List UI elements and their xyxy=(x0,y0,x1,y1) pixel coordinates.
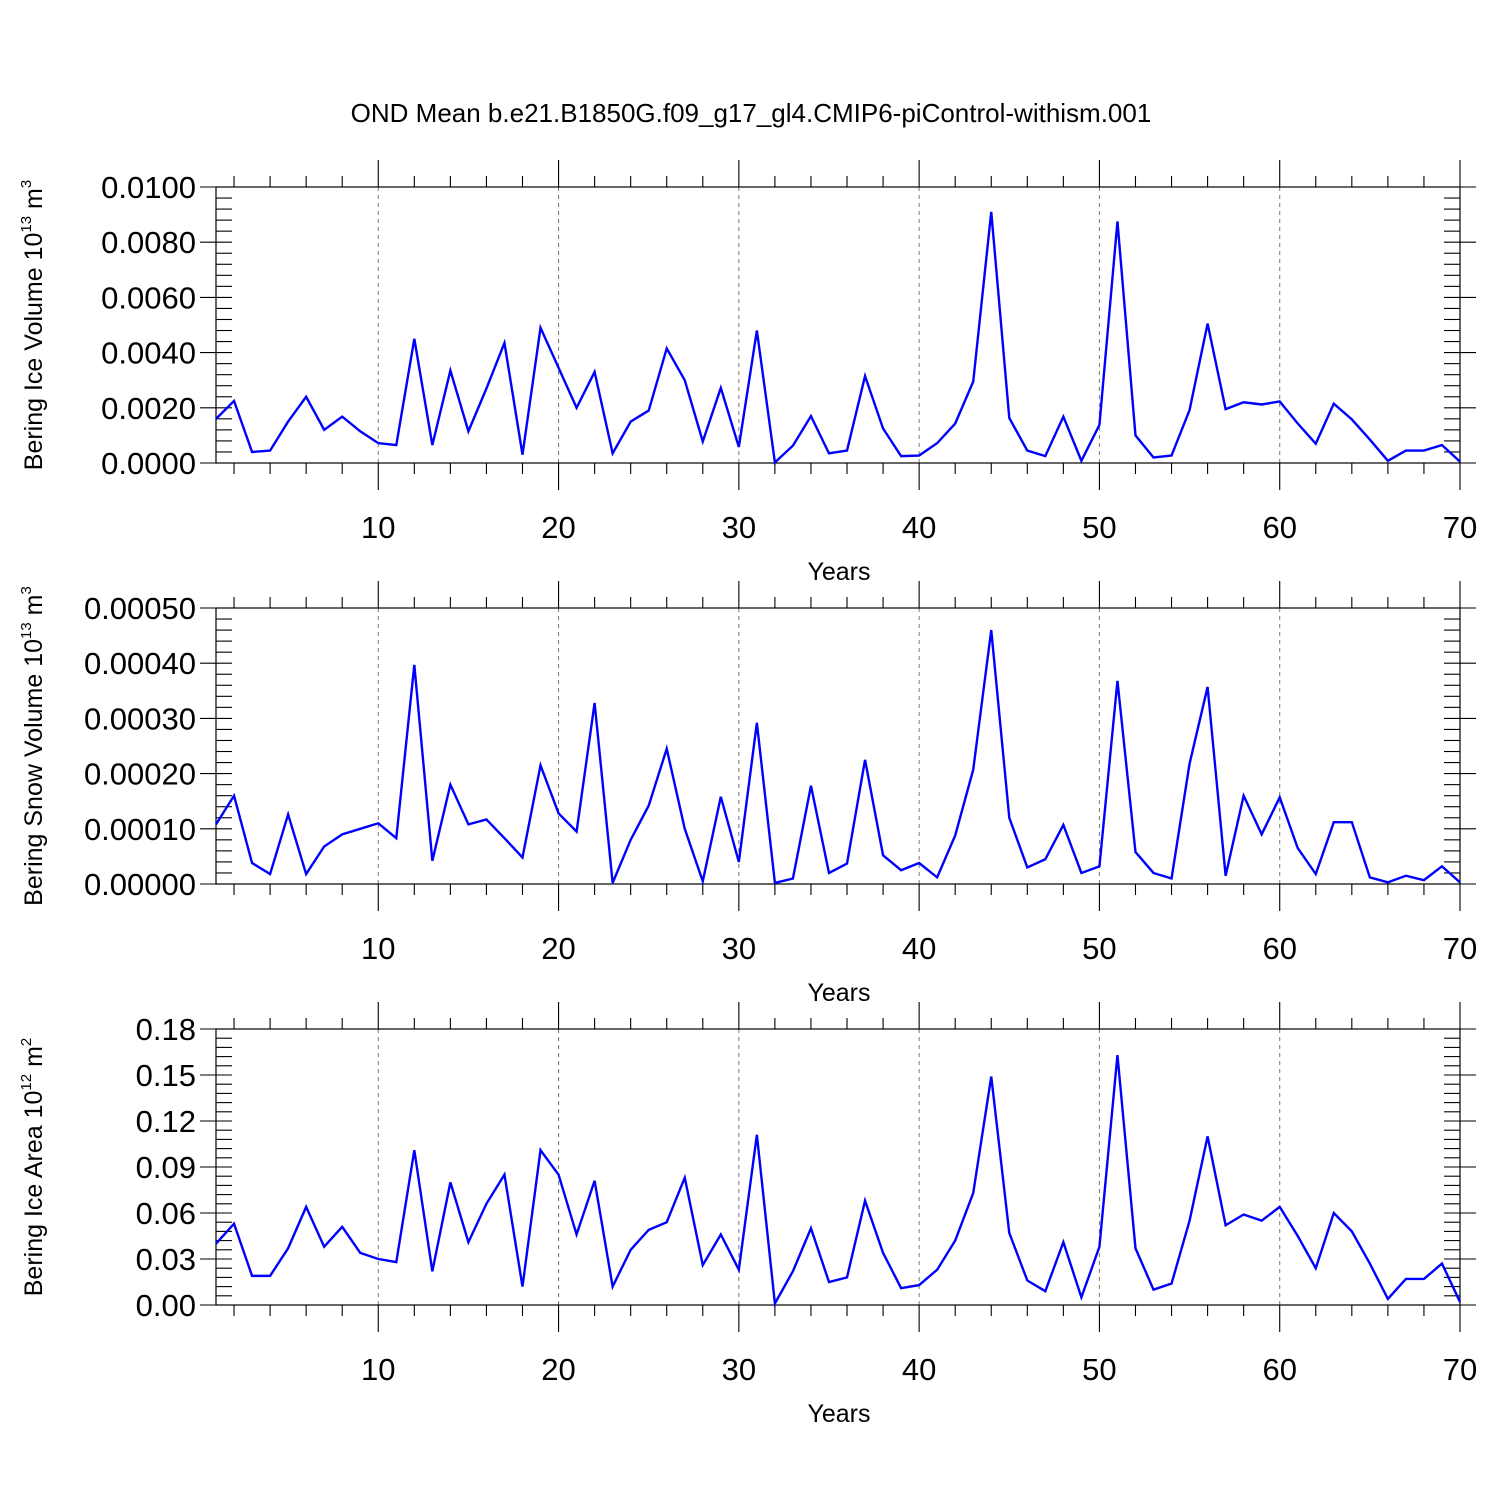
panel-2: 10 20 30 40 50 60 70 0.00000 0.00010 0.00020 0.000… xyxy=(18,581,1477,1007)
x-tick-label: 40 xyxy=(902,1352,936,1387)
y-axis-label-exponent: 13 xyxy=(18,622,35,639)
y-tick-label: 0.00020 xyxy=(84,757,196,792)
plot-frame xyxy=(215,607,1461,885)
panel-3: 10 20 30 40 50 60 70 0.00 0.03 0.06 0.09 0.12 0.15 0.… xyxy=(18,1002,1477,1428)
y-tick-label: 0.0020 xyxy=(101,391,196,426)
chart-title: OND Mean b.e21.B1850G.f09_g17_gl4.CMIP6-… xyxy=(351,98,1152,128)
x-axis-label: Years xyxy=(807,1400,870,1428)
x-tick-label: 60 xyxy=(1262,1352,1296,1387)
y-tick-label: 0.00040 xyxy=(84,646,196,681)
y-tick-label: 0.0040 xyxy=(101,336,196,371)
panel-1: 10 20 30 40 50 60 70 0.0000 0.0020 0.0040 0.0060 0.… xyxy=(18,160,1477,586)
x-tick-label: 40 xyxy=(902,931,936,966)
plot-frame xyxy=(215,186,1461,464)
y-tick-label: 0.0080 xyxy=(101,225,196,260)
y-axis-label-unit: m xyxy=(20,595,48,623)
y-tick-label: 0.00 xyxy=(136,1288,196,1323)
x-tick-label: 10 xyxy=(361,1352,395,1387)
y-tick-label: 0.0000 xyxy=(101,446,196,481)
y-axis-label: Bering Ice Volume 1013 m3 xyxy=(18,180,48,470)
x-tick-label: 20 xyxy=(541,1352,575,1387)
y-tick-label: 0.09 xyxy=(136,1150,196,1185)
y-axis-label-unit-exponent: 3 xyxy=(18,180,35,188)
x-tick-label: 70 xyxy=(1443,510,1477,545)
x-tick-label: 70 xyxy=(1443,1352,1477,1387)
x-tick-label: 10 xyxy=(361,510,395,545)
y-tick-label: 0.15 xyxy=(136,1058,196,1093)
y-tick-label: 0.00050 xyxy=(84,591,196,626)
y-tick-label: 0.00010 xyxy=(84,812,196,847)
y-tick-label: 0.00000 xyxy=(84,867,196,902)
x-tick-label: 30 xyxy=(722,931,756,966)
y-axis-label-text: Bering Snow Volume 10 xyxy=(20,639,48,906)
y-tick-label: 0.03 xyxy=(136,1242,196,1277)
y-axis-label-exponent: 13 xyxy=(18,216,35,233)
y-tick-label: 0.06 xyxy=(136,1196,196,1231)
y-tick-label: 0.0100 xyxy=(101,170,196,205)
y-axis-label-text: Bering Ice Volume 10 xyxy=(20,233,48,471)
y-axis-label-exponent: 12 xyxy=(18,1074,35,1091)
x-tick-label: 60 xyxy=(1262,510,1296,545)
y-axis-label-unit-exponent: 2 xyxy=(18,1038,35,1046)
y-axis-label-text: Bering Ice Area 10 xyxy=(20,1091,48,1297)
x-tick-label: 10 xyxy=(361,931,395,966)
panels: 10 20 30 40 50 60 700.00000.00200.00400.00600.… xyxy=(18,160,1477,1428)
x-tick-label: 20 xyxy=(541,931,575,966)
y-tick-label: 0.12 xyxy=(136,1104,196,1139)
y-tick-label: 0.0060 xyxy=(101,280,196,315)
x-axis-label: Years xyxy=(807,979,870,1007)
x-tick-label: 20 xyxy=(541,510,575,545)
y-axis-label: Bering Ice Area 1012 m2 xyxy=(18,1038,48,1297)
y-axis-label-unit-exponent: 3 xyxy=(18,586,35,594)
x-tick-label: 70 xyxy=(1443,931,1477,966)
x-tick-label: 30 xyxy=(722,510,756,545)
series-line xyxy=(215,211,1461,465)
x-tick-label: 60 xyxy=(1262,931,1296,966)
x-tick-label: 40 xyxy=(902,510,936,545)
y-tick-label: 0.00030 xyxy=(84,701,196,736)
series-line xyxy=(215,1054,1462,1308)
y-axis-label-unit: m xyxy=(20,188,48,216)
y-axis-label: Bering Snow Volume 1013 m3 xyxy=(18,586,48,906)
x-tick-label: 50 xyxy=(1082,931,1116,966)
x-axis-label: Years xyxy=(807,558,870,586)
x-tick-label: 30 xyxy=(722,1352,756,1387)
series-line xyxy=(214,629,1461,886)
y-tick-label: 0.18 xyxy=(136,1012,196,1047)
x-tick-label: 50 xyxy=(1082,1352,1116,1387)
x-tick-label: 50 xyxy=(1082,510,1116,545)
plot-frame xyxy=(215,1028,1461,1306)
y-axis-label-unit: m xyxy=(20,1046,48,1074)
